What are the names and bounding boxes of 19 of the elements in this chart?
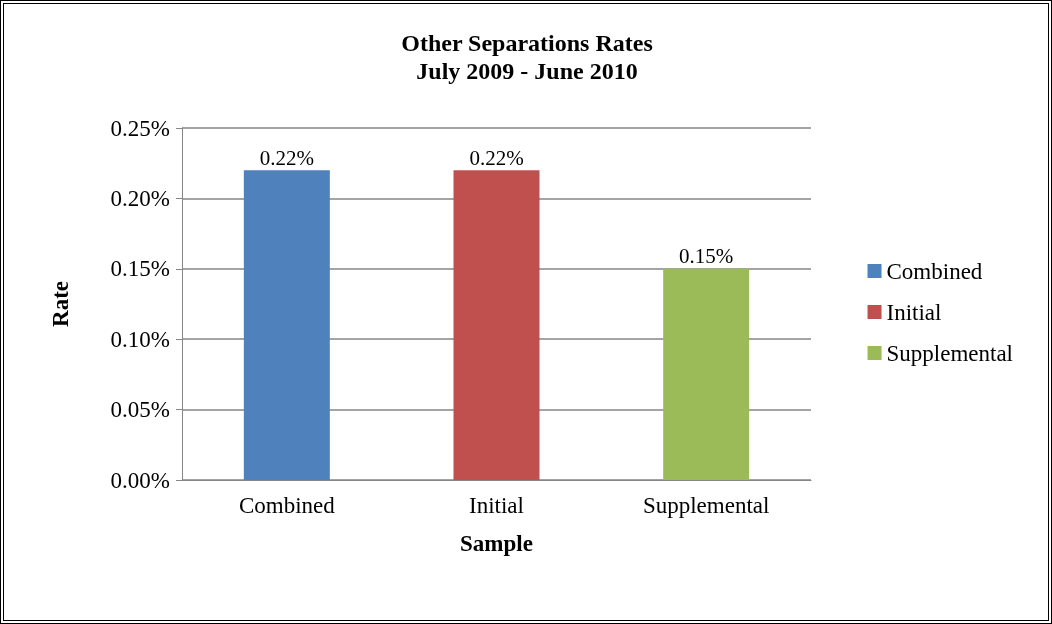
- y-tick-label: 0.00%: [110, 467, 170, 493]
- x-axis-title: Sample: [460, 531, 533, 556]
- data-label: 0.22%: [469, 145, 524, 170]
- y-tick-label: 0.05%: [110, 397, 170, 423]
- x-tick-label: Combined: [238, 493, 336, 518]
- x-tick-label: Supplemental: [642, 493, 770, 518]
- legend-label: Supplemental: [886, 340, 1014, 366]
- chart-title: Other Separations Rates: [401, 30, 653, 56]
- chart-subtitle: July 2009 - June 2010: [416, 58, 638, 84]
- data-label: 0.22%: [259, 145, 314, 170]
- y-tick-label: 0.20%: [110, 185, 170, 211]
- x-tick-label: Initial: [469, 493, 524, 518]
- legend-label: Initial: [886, 299, 942, 325]
- y-tick-label: 0.25%: [110, 115, 170, 141]
- data-label: 0.15%: [679, 244, 734, 269]
- legend-label: Combined: [886, 258, 983, 284]
- y-tick-label: 0.15%: [110, 256, 170, 282]
- y-axis-title: Rate: [48, 281, 73, 327]
- y-tick-label: 0.10%: [110, 326, 170, 352]
